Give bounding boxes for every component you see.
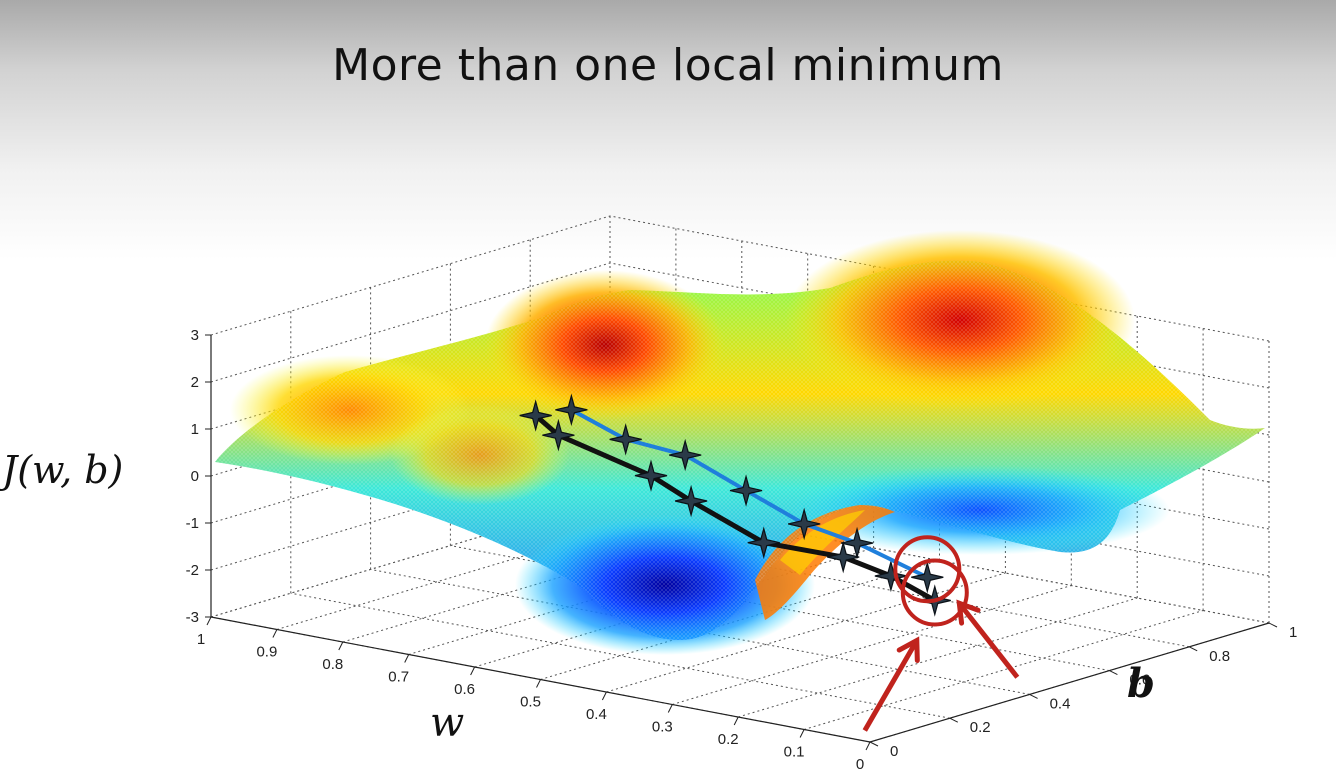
b-tick-label: 0.8	[1209, 648, 1230, 665]
w-tick-mark	[536, 679, 541, 688]
w-axis-label: w	[430, 700, 465, 746]
minimum-arrow	[957, 601, 1020, 679]
w-tick-mark	[799, 729, 805, 738]
z-tick-label: 3	[191, 327, 199, 344]
w-tick-mark	[338, 641, 344, 651]
z-tick-label: 2	[191, 374, 199, 391]
w-tick-label: 0.9	[256, 644, 277, 661]
w-tick-mark	[404, 654, 410, 663]
w-tick-label: 0	[856, 756, 864, 773]
grid-line-floor-w	[540, 560, 940, 680]
w-tick-mark	[865, 741, 871, 751]
b-tick-mark	[1268, 622, 1278, 628]
surface-texture	[215, 260, 1265, 640]
b-tick-label: 0	[890, 743, 898, 760]
grid-line-floor-w	[672, 585, 1072, 705]
w-tick-mark	[470, 666, 476, 676]
grid-line-floor-w	[803, 610, 1204, 730]
b-tick-label: 0.2	[970, 719, 991, 736]
w-tick-label: 0.7	[388, 669, 409, 686]
tick-labels: -3 -2 -1 0 1 2 3 0 0.1 0.2 0.3 0.4 0.5 0.6 0.7 0.8 0.9 1 0…	[186, 327, 1298, 773]
grid-line-floor-w	[738, 597, 1138, 718]
grid-line-floor-b	[530, 521, 1190, 648]
minimum-arrow	[862, 639, 919, 732]
b-tick-mark	[1188, 646, 1198, 652]
w-tick-mark	[601, 691, 607, 701]
grid-line-z	[210, 262, 1270, 389]
z-tick-label: 0	[191, 468, 199, 485]
w-tick-label: 0.5	[520, 694, 541, 711]
b-tick-mark	[1109, 670, 1118, 676]
w-tick-mark	[667, 704, 673, 713]
w-tick-label: 0.8	[322, 656, 343, 673]
z-tick-label: -3	[186, 609, 199, 626]
slide-title: More than one local minimum	[332, 40, 1004, 91]
z-axis-label: J(w, b)	[2, 448, 124, 492]
b-tick-label: 0.4	[1050, 695, 1071, 712]
minimum-circle	[893, 535, 962, 604]
cost-surface	[215, 230, 1265, 655]
w-tick-label: 1	[197, 631, 205, 648]
b-axis-label: b	[1127, 660, 1155, 707]
w-tick-label: 0.6	[454, 681, 475, 698]
z-tick-label: 1	[191, 421, 199, 438]
w-tick-label: 0.4	[586, 706, 607, 723]
b-tick-mark	[1029, 693, 1038, 699]
minimum-arrow-head	[956, 599, 981, 626]
b-tick-label: 0.6	[1129, 672, 1150, 689]
w-tick-label: 0.2	[718, 731, 739, 748]
fold-ridge	[755, 505, 895, 620]
z-tick-label: -2	[186, 562, 199, 579]
z-tick-label: -1	[186, 515, 199, 532]
b-tick-label: 1	[1289, 624, 1297, 641]
minimum-arrow-head	[896, 636, 920, 663]
fold-ridge-highlight	[780, 510, 865, 575]
w-tick-label: 0.1	[784, 744, 805, 761]
grid-line-floor-w	[606, 572, 1006, 693]
descent-paths	[519, 395, 952, 616]
b-tick-mark	[869, 741, 879, 747]
minimum-markers	[862, 535, 1020, 732]
w-tick-mark	[272, 629, 278, 638]
w-tick-mark	[206, 616, 212, 626]
b-axis-line	[869, 622, 1270, 743]
grid-line-floor-b	[290, 592, 950, 719]
w-tick-label: 0.3	[652, 719, 673, 736]
b-tick-mark	[949, 717, 959, 723]
w-tick-mark	[733, 716, 739, 726]
descent-path-black	[533, 413, 938, 603]
grid-line-z	[210, 215, 1270, 342]
